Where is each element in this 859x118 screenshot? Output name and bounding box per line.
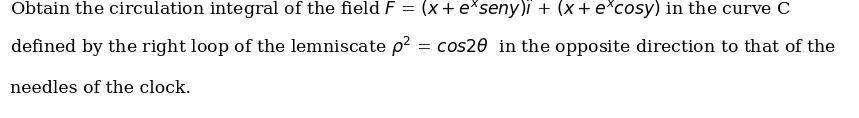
Text: needles of the clock.: needles of the clock. bbox=[10, 80, 192, 97]
Text: defined by the right loop of the lemniscate $\rho^{2}$ = $cos2\theta$  in the op: defined by the right loop of the lemnisc… bbox=[10, 35, 837, 59]
Text: Obtain the circulation integral of the field $\vec{F}$ = $(x+e^{x}seny)\hat{\ima: Obtain the circulation integral of the f… bbox=[10, 0, 791, 21]
